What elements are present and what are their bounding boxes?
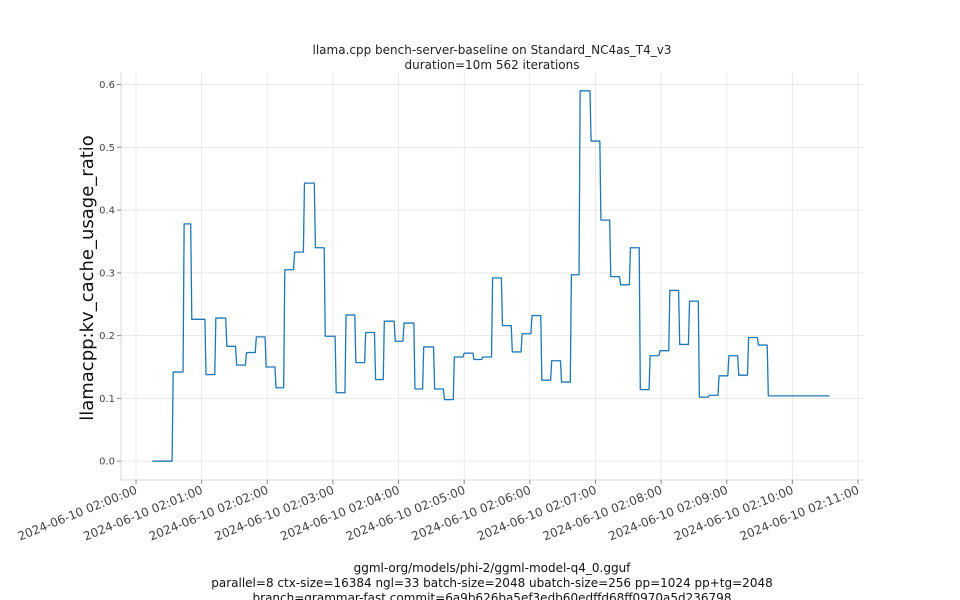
- chart-title: llama.cpp bench-server-baseline on Stand…: [313, 43, 672, 57]
- y-tick-label: 0.4: [99, 206, 115, 217]
- x-axis-label-line-3: branch=grammar-fast commit=6a9b626ba5ef3…: [253, 591, 732, 600]
- chart-subtitle: duration=10m 562 iterations: [405, 58, 580, 72]
- y-axis-label: llamacpp:kv_cache_usage_ratio: [77, 135, 98, 421]
- y-tick-label: 0.3: [99, 268, 115, 279]
- axes: [120, 72, 864, 481]
- series-line-0: [152, 90, 830, 462]
- x-tick-label: 2024-06-10 02:00:00: [16, 483, 139, 544]
- x-tick-label: 2024-06-10 02:07:00: [475, 483, 598, 544]
- x-tick-label: 2024-06-10 02:05:00: [344, 483, 467, 544]
- x-tick-label: 2024-06-10 02:08:00: [541, 483, 664, 544]
- series: [152, 90, 830, 462]
- x-tick-label: 2024-06-10 02:03:00: [213, 483, 336, 544]
- y-ticks: 0.0 0.1 0.2 0.3 0.4 0.5 0.6: [99, 80, 121, 468]
- x-tick-label: 2024-06-10 02:10:00: [672, 483, 795, 544]
- x-tick-label: 2024-06-10 02:09:00: [606, 483, 729, 544]
- y-tick-label: 0.5: [99, 143, 115, 154]
- y-tick-label: 0.2: [99, 331, 115, 342]
- y-tick-label: 0.1: [99, 394, 115, 405]
- x-tick-label: 2024-06-10 02:04:00: [278, 483, 401, 544]
- y-tick-label: 0.6: [99, 80, 115, 91]
- x-axis-label-line-1: ggml-org/models/phi-2/ggml-model-q4_0.gg…: [354, 561, 632, 575]
- x-tick-label: 2024-06-10 02:06:00: [410, 483, 533, 544]
- x-tick-label: 2024-06-10 02:11:00: [738, 483, 861, 544]
- x-tick-label: 2024-06-10 02:01:00: [81, 483, 204, 544]
- x-tick-label: 2024-06-10 02:02:00: [147, 483, 270, 544]
- y-tick-label: 0.0: [99, 457, 115, 468]
- grid: [121, 72, 864, 480]
- x-axis-label-line-2: parallel=8 ctx-size=16384 ngl=33 batch-s…: [211, 576, 772, 590]
